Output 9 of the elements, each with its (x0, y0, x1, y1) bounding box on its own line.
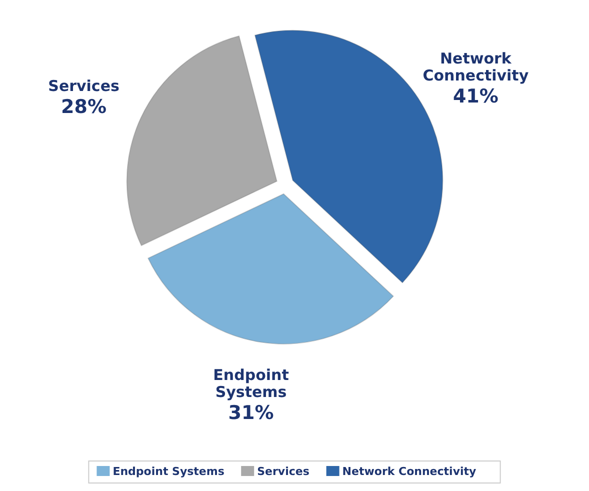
legend-label: Endpoint Systems (112, 465, 225, 478)
data-label: 41% (452, 86, 498, 108)
legend-label: Network Connectivity (342, 465, 476, 478)
legend-label: Services (257, 465, 310, 478)
slice-label: Services (48, 76, 120, 95)
slice-label: Network Connectivity (422, 50, 529, 85)
data-label: 31% (228, 402, 274, 424)
slice-label: Endpoint Systems (213, 366, 289, 401)
data-label: 28% (61, 96, 107, 118)
